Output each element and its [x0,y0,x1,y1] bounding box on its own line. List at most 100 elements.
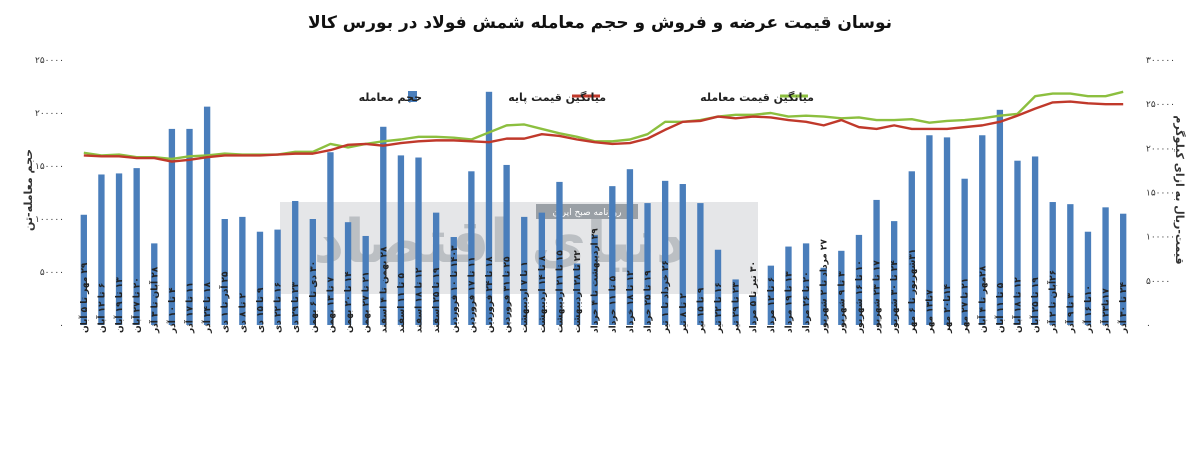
x-tick-label: ۲۲ تا ۲۸ اردیبهشت [573,250,583,333]
volume-bar [186,128,193,325]
volume-bar [115,173,123,325]
x-tick-label: ۲۹ اردیبهشت تا ۴ خرداد [591,228,601,333]
x-tick-label: ۱۰ تا ۱۶ شهریور [855,260,865,334]
volume-bar [203,106,211,325]
volume-bar [750,296,757,325]
volume-bar [485,91,493,325]
volume-bar [221,219,228,325]
x-tick-label: ۱۷تا۲۳ آذر [1100,288,1112,334]
x-tick-label: ۸ تا ۱۴ اردیبهشت [538,255,548,333]
volume-bar [785,246,792,325]
volume-bar [573,263,581,325]
volume-bar [380,126,387,325]
volume-bar [626,169,634,325]
legend-label-trade: میانگین قیمت معامله [700,91,814,104]
x-tick-label: ۲۰ تا ۲۷ آبان [131,277,143,333]
volume-bar [556,181,563,325]
volume-bar [697,203,704,325]
x-tick-label: ۱۳ تا ۱۹ آبان [113,277,125,333]
x-tick-label: ۵ تا ۱۱ آبان [994,282,1006,333]
volume-bar [996,109,1004,325]
volume-bar [468,171,475,325]
x-tick-label: ۷ تا ۱۳ بهمن [326,276,336,333]
chart-title: نوسان قیمت عرضه و فروش و حجم معامله شمش … [308,13,892,33]
x-tick-label: ۲۶ خرداد تا ۱ تیر [661,260,671,334]
x-tick-label: ۱۹ تا ۲۵ اسفند [432,267,442,333]
x-tick-label: ۶ تا ۱۲ مرداد [767,277,777,333]
volume-bar [838,250,845,325]
y-axis-right: ۰ ۵۰۰۰۰ ۱۰۰۰۰۰ ۱۵۰۰۰۰ ۲۰۰۰۰۰ ۲۵۰۰۰۰ ۳۰۰۰۰۰ [1146,56,1175,331]
x-tick-label: ۱۴۰۳ تا ۱۰ فروردین [450,245,460,333]
x-tick-label: ۱۸ تا ۲۴ آذر [201,281,213,334]
base-price-line [83,100,1124,163]
volume-bar [1102,207,1109,325]
x-tick-label: ۷تا۱۳ مهر [925,289,935,334]
x-tick-label: ۳ تا ۹ آذر [1064,292,1076,334]
x-tick-label: ۱۳ تا ۱۹ مرداد [784,271,794,333]
x-tick-label: ۱۲ تا ۱۸ خرداد [626,270,636,333]
x-tick-label: ۳۱شهریور تا ۶ مهر [908,249,918,334]
volume-bar [908,171,915,325]
volume-bar [820,267,827,325]
volume-bar [891,221,898,325]
x-tick-label: ۳ تا ۹ شهریور [837,271,847,334]
watermark: دنیای اقتصاد روزنامه صبح ایران [280,202,758,294]
volume-bar [344,222,352,325]
x-tick-label: ۲۳ تا ۲۹ تیر [732,282,742,334]
volume-bar [98,174,105,325]
x-tick-label: ۲ تا ۸ تیر [679,293,689,334]
volume-bars [80,91,1127,325]
x-tick-label: ۶ تا ۱۲ آبان [95,283,107,333]
x-tick-label: ۱۵ تا ۲۱ اردیبهشت [555,250,565,333]
volume-bar [802,243,810,325]
y-left-tick-label: ۱۰۰۰۰۰ [35,215,64,225]
volume-bar [1049,202,1056,325]
x-tick-label: ۳۰ تیر تا ۵ مرداد [749,261,759,333]
y-left-tick-label: ۲۰۰۰۰۰ [35,109,64,119]
y-right-tick-label: ۵۰۰۰۰ [1146,277,1170,287]
volume-bar [661,180,669,325]
x-tick-label: ۱ تا ۷ اردیبهشت [520,261,530,333]
x-tick-label: ۲۱ تا ۲۷ بهمن [362,271,372,333]
volume-bar [591,234,598,325]
x-tick-label: ۳۰ دی تا ۶ بهمن [309,261,319,333]
x-tick-label: ۱۴تا۲۰ مهر [943,283,953,334]
legend-label-volume: حجم معامله [359,91,422,104]
x-tick-label: ۲۸مهر تا ۴ آبان [976,265,988,333]
x-tick-label: ۲۷ مرداد تا ۲ شهریور [820,239,830,334]
volume-bar [397,155,405,325]
x-tick-label: ۲۵ آذر تا ۱ دی [219,271,231,333]
watermark-band [280,202,758,294]
y-left-tick-label: ۱۵۰۰۰۰ [35,162,64,172]
legend-swatch-volume [408,91,417,102]
y-left-tick-label: ۵۰۰۰۰ [40,268,64,278]
x-tick-label: ۱۱ تا ۱۷ فروردین [467,256,477,333]
volume-bar [855,234,863,325]
volume-bar [1067,204,1074,325]
x-tick-label: ۱۹ تا ۲۵ آبان [1029,277,1041,333]
x-tick-label: ۱۱ تا ۱۷ آذر [184,282,196,334]
x-tick-label: ۲۴ تا ۳۰ شهریور [890,260,900,334]
x-tick-label: ۱۷ تا ۲۳ شهریور [873,260,883,334]
volume-bar [521,216,528,325]
x-tick-label: ۲۱ تا ۲۷ مهر [961,278,971,334]
y-axis-left-label: حجم معامله-تن [22,149,35,231]
volume-bar [239,216,246,325]
x-tick-label: ۲۴ تا ۳۰ آذر [1117,281,1129,334]
x-tick-label: ۱۲ تا ۱۸ اسفند [415,267,425,333]
volume-bar [538,212,546,325]
x-tick-label: ۱۶ تا ۲۲ تیر [714,282,724,334]
y-left-tick-label: ۰ [59,321,64,331]
volume-bar [1014,160,1021,325]
x-tick-label: ۹ تا ۱۵ تیر [696,287,706,334]
volume-bar [1031,156,1039,325]
x-tick-label: ۵ تا ۱۱ خرداد [608,275,618,333]
volume-bar [1084,231,1092,325]
x-tick-label: ۵ تا ۱۱ اسفند [397,273,407,333]
price-lines [83,90,1124,163]
volume-bar [679,184,686,325]
volume-bar [415,157,422,325]
volume-bar [292,200,299,325]
volume-bar [274,229,281,325]
y-right-tick-label: ۲۰۰۰۰۰ [1146,144,1175,154]
